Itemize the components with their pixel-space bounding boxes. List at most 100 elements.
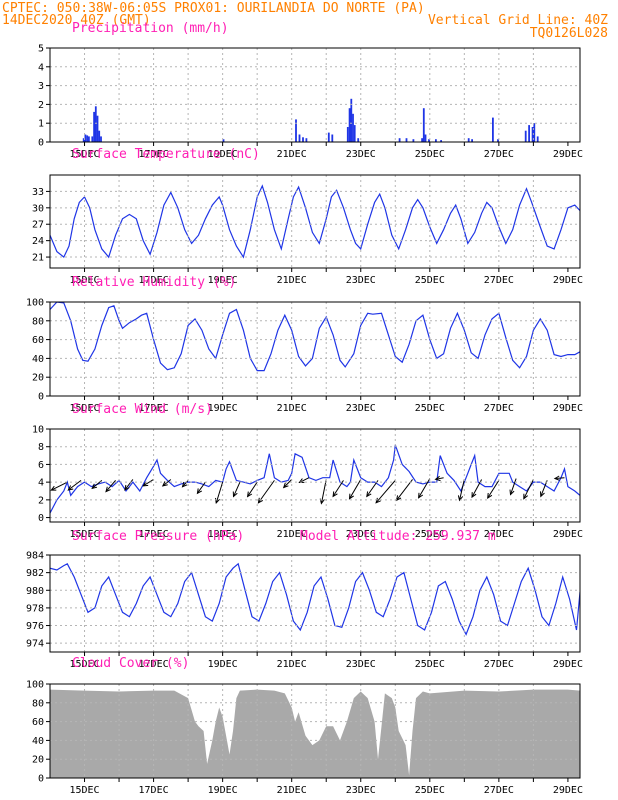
pres-ytick-label-4: 982	[26, 568, 44, 579]
rh-xtick-label-0: 15DEC	[69, 403, 99, 414]
wind-xtick-label-0: 15DEC	[69, 529, 99, 540]
wind-arrowhead-4	[124, 484, 130, 491]
temp-xtick-label-5: 25DEC	[415, 275, 445, 286]
pres-ytick-label-0: 974	[26, 639, 44, 650]
precip-bar-30	[435, 139, 437, 142]
temp-ytick-label-1: 24	[32, 236, 44, 247]
temp-ytick-label-4: 33	[32, 187, 44, 198]
precip-ytick-label-4: 4	[38, 62, 44, 73]
rh-title: Relative Humidity (%)	[72, 275, 236, 290]
rh-ytick-label-5: 100	[26, 298, 44, 309]
wind-vector-16	[332, 480, 344, 497]
wind-arrowhead-10	[232, 491, 238, 498]
cloud-data	[50, 689, 580, 778]
temp-xtick-label-4: 23DEC	[346, 275, 376, 286]
precip-bar-7	[96, 115, 99, 142]
wind-arrowhead-3	[105, 486, 111, 493]
wind-vector-22	[435, 477, 444, 480]
wind-data	[50, 444, 580, 514]
temp-ytick-label-2: 27	[32, 220, 44, 231]
precip-xtick-label-4: 23DEC	[346, 149, 376, 160]
wind-vector-29	[554, 477, 565, 480]
pres-ytick-label-2: 978	[26, 603, 44, 614]
wind-arrowhead-22	[434, 475, 441, 482]
precip-bar-11	[295, 119, 297, 142]
wind-ytick-label-0: 0	[38, 513, 44, 524]
wind-arrowhead-24	[471, 492, 477, 499]
pres-frame	[49, 554, 581, 653]
rh-xtick-label-6: 27DEC	[484, 403, 514, 414]
precip-bar-22	[357, 138, 360, 142]
precip-xtick-label-3: 21DEC	[277, 149, 307, 160]
precip-bar-34	[492, 117, 494, 142]
wind-vector-17	[349, 479, 362, 499]
wind-vector-7	[182, 480, 189, 488]
cloud-grid	[50, 683, 580, 779]
precip-bar-5	[93, 111, 95, 142]
precip-xtick-label-0: 15DEC	[69, 149, 99, 160]
cloud-ytick-label-4: 80	[32, 698, 44, 709]
precip-ytick-label-2: 2	[38, 100, 44, 111]
wind-vector-28	[540, 480, 548, 497]
precip-xtick-label-2: 19DEC	[208, 149, 238, 160]
rh-ytick-label-3: 60	[32, 335, 44, 346]
rh-xtick-label-3: 21DEC	[277, 403, 307, 414]
cloud-ytick-label-2: 40	[32, 736, 44, 747]
temp-xtick-label-2: 19DEC	[208, 275, 238, 286]
wind-arrowhead-18	[366, 491, 372, 498]
temp-xtick-label-7: 29DEC	[553, 275, 583, 286]
cloud-xtick-label-5: 25DEC	[415, 785, 445, 796]
wind-arrowhead-14	[298, 478, 305, 484]
wind-arrowhead-6	[161, 481, 168, 487]
wind-ytick-label-1: 2	[38, 495, 44, 506]
wind-vector-4	[124, 479, 134, 491]
precip-bar-33	[471, 139, 473, 142]
precip-bar-26	[421, 138, 423, 142]
precip-bar-9	[100, 136, 102, 142]
precip-bar-25	[412, 139, 415, 142]
wind-xtick-label-1: 17DEC	[139, 529, 169, 540]
wind-ytick-label-5: 10	[32, 425, 44, 436]
temp-xtick-label-6: 27DEC	[484, 275, 514, 286]
precip-bar-38	[531, 127, 534, 142]
precip-ytick-label-1: 1	[38, 119, 44, 130]
rh-xtick-label-7: 29DEC	[553, 403, 583, 414]
precip-bar-37	[528, 125, 530, 142]
wind-vector-5	[142, 479, 154, 487]
panel-wind: Surface Wind (m/s) 0 2 4 6 8 10 15DEC 17DEC 19DEC…	[32, 402, 583, 540]
precip-bar-40	[536, 136, 539, 142]
cloud-ytick-label-5: 100	[26, 680, 44, 691]
precip-bar-32	[467, 138, 470, 142]
rh-xtick-label-1: 17DEC	[139, 403, 169, 414]
precip-bar-6	[94, 106, 97, 142]
wind-frame	[49, 428, 581, 523]
wind-arrowhead-8	[196, 488, 203, 495]
rh-ytick-label-4: 80	[32, 316, 44, 327]
cloud-frame	[49, 683, 581, 779]
header-run-date: 14DEC2020 40Z (GMT)	[2, 13, 151, 28]
precip-bar-24	[405, 138, 408, 142]
wind-arrowhead-5	[142, 481, 149, 487]
precip-bar-20	[352, 113, 354, 142]
panel-pres: Surface Pressure (hPa) Model Altitude: 25…	[26, 529, 583, 670]
wind-grid	[50, 428, 580, 522]
precip-ytick-label-0: 0	[38, 138, 44, 149]
temp-data	[50, 184, 580, 259]
pres-xtick-label-1: 17DEC	[139, 659, 169, 670]
temp-frame	[49, 174, 581, 269]
pres-title: Surface Pressure (hPa)	[72, 529, 244, 544]
precip-bar-17	[346, 127, 349, 142]
precip-bar-15	[327, 132, 330, 142]
precip-bar-8	[98, 130, 101, 142]
precip-bar-19	[350, 98, 353, 142]
pres-xtick-label-5: 25DEC	[415, 659, 445, 670]
wind-xtick-label-3: 21DEC	[277, 529, 307, 540]
precip-frame	[49, 47, 581, 143]
pres-data	[50, 562, 580, 636]
temp-xtick-label-3: 21DEC	[277, 275, 307, 286]
wind-arrowhead-25	[487, 492, 493, 499]
wind-arrowhead-28	[540, 491, 545, 498]
panel-rh: Relative Humidity (%) 0 20 40 60 80 100 15DEC 17…	[26, 275, 583, 414]
wind-arrowhead-12	[257, 497, 264, 504]
wind-vector-0	[51, 481, 68, 491]
